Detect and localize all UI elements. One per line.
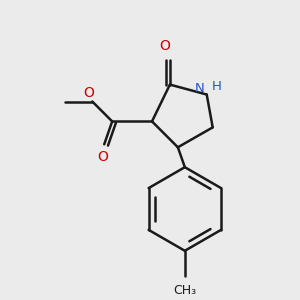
Text: CH₃: CH₃: [173, 284, 196, 297]
Text: N: N: [195, 82, 205, 95]
Text: O: O: [97, 150, 108, 164]
Text: O: O: [83, 85, 94, 100]
Text: H: H: [212, 80, 222, 93]
Text: O: O: [160, 39, 170, 53]
